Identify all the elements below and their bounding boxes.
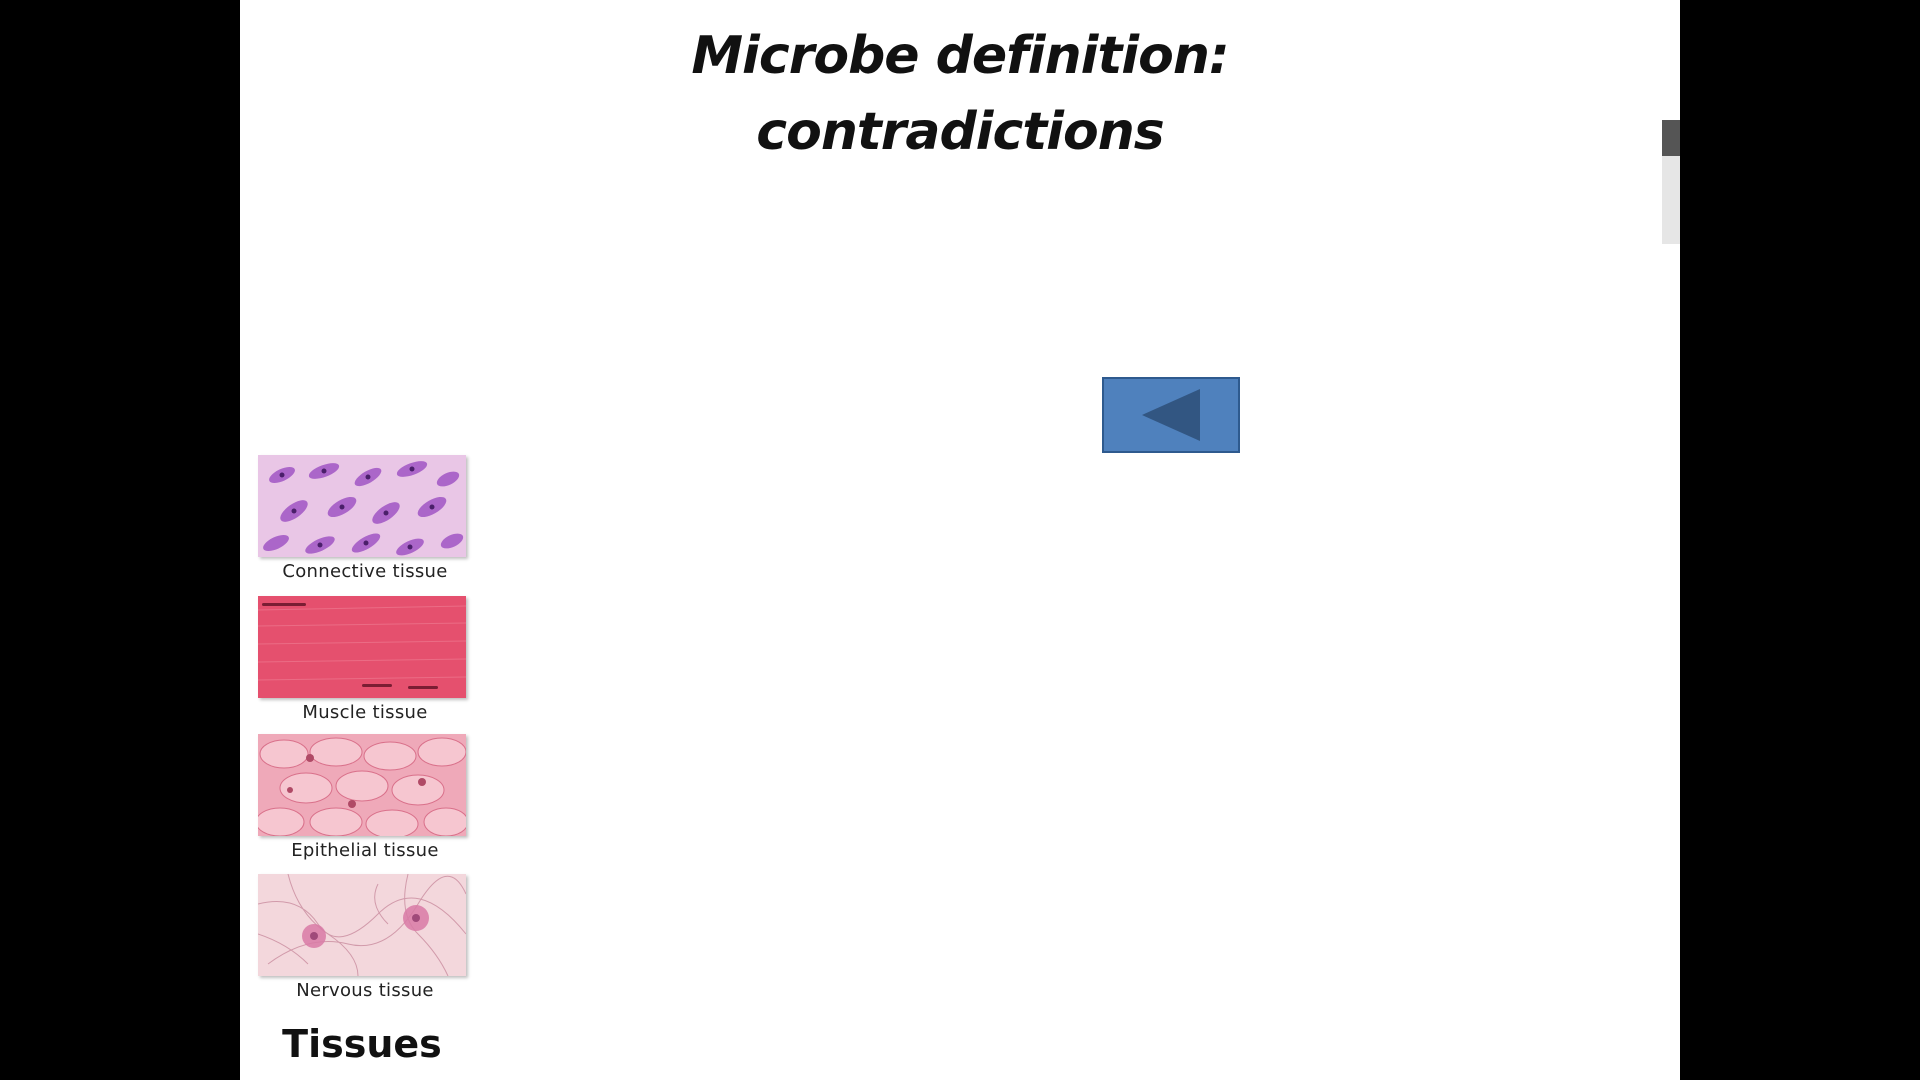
tissue-muscle: Muscle tissue: [258, 596, 472, 723]
tissue-caption: Connective tissue: [282, 561, 448, 582]
tissues-heading: Tissues: [282, 1022, 442, 1066]
tissue-connective: Connective tissue: [258, 455, 472, 582]
scrollbar-thumb[interactable]: [1662, 120, 1680, 156]
tissue-caption: Nervous tissue: [296, 980, 434, 1001]
tissue-caption: Muscle tissue: [302, 702, 428, 723]
letterbox-left: [0, 0, 240, 1080]
slide-title: Microbe definition: contradictions: [240, 18, 1680, 170]
slide-title-line2: contradictions: [756, 102, 1164, 162]
letterbox-right: [1680, 0, 1920, 1080]
nervous-tissue-image: [258, 874, 466, 976]
tissue-caption: Epithelial tissue: [291, 840, 439, 861]
connective-tissue-image: [258, 455, 466, 557]
triangle-left-icon: [1142, 389, 1200, 441]
muscle-tissue-image: [258, 596, 466, 698]
epithelial-tissue-image: [258, 734, 466, 836]
slide-title-line1: Microbe definition:: [691, 26, 1229, 86]
back-button[interactable]: [1102, 377, 1240, 453]
slide-canvas: Microbe definition: contradictions: [240, 0, 1680, 1080]
tissue-epithelial: Epithelial tissue: [258, 734, 472, 861]
tissue-nervous: Nervous tissue: [258, 874, 472, 1001]
